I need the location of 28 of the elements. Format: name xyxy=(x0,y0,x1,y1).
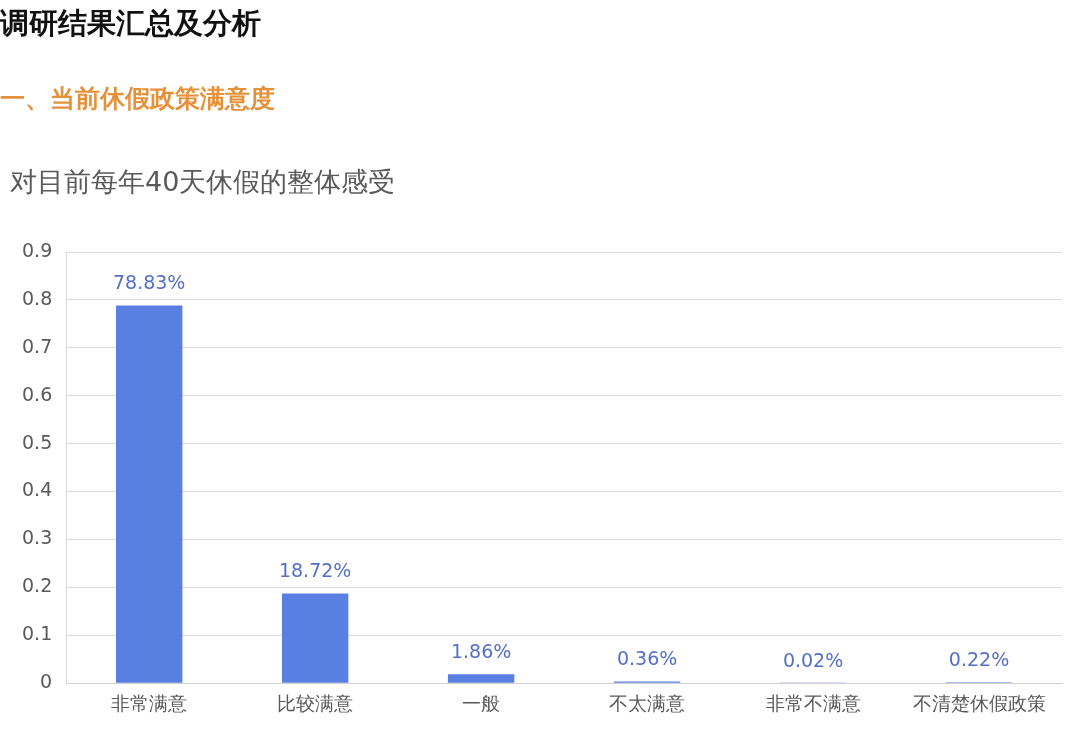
x-tick-label: 非常满意 xyxy=(111,691,188,714)
data-label: 78.83% xyxy=(112,270,186,293)
bar xyxy=(116,305,183,683)
y-tick-label: 0.5 xyxy=(22,430,53,453)
y-tick-label: 0 xyxy=(40,670,53,693)
x-tick-label: 不太满意 xyxy=(609,691,686,714)
y-tick-label: 0.9 xyxy=(22,238,53,261)
data-label: 18.72% xyxy=(278,558,352,581)
data-label: 0.36% xyxy=(616,646,678,669)
bar xyxy=(447,674,515,683)
y-tick-label: 0.2 xyxy=(22,574,53,597)
chart-subtitle: 一、当前休假政策满意度 xyxy=(0,84,275,114)
text: 对目前每年40天休假的整体感受 xyxy=(10,166,396,199)
data-label: 0.22% xyxy=(948,647,1010,670)
y-tick-label: 0.3 xyxy=(22,526,53,549)
y-tick-label: 0.4 xyxy=(22,478,53,501)
data-label: 1.86% xyxy=(450,639,512,662)
y-tick-label: 0.8 xyxy=(22,286,53,309)
x-tick-label: 一般 xyxy=(462,691,501,714)
chart-title: 调研结果汇总及分析 xyxy=(0,6,261,41)
x-tick-label: 非常不满意 xyxy=(765,691,861,714)
y-tick-label: 0.6 xyxy=(22,382,53,405)
bar xyxy=(281,593,349,683)
data-label: 0.02% xyxy=(782,648,844,671)
x-tick-label: 比较满意 xyxy=(277,691,354,714)
y-tick-label: 0.1 xyxy=(22,622,53,645)
y-tick-label: 0.7 xyxy=(22,334,53,357)
x-tick-label: 不清楚休假政策 xyxy=(912,691,1046,714)
